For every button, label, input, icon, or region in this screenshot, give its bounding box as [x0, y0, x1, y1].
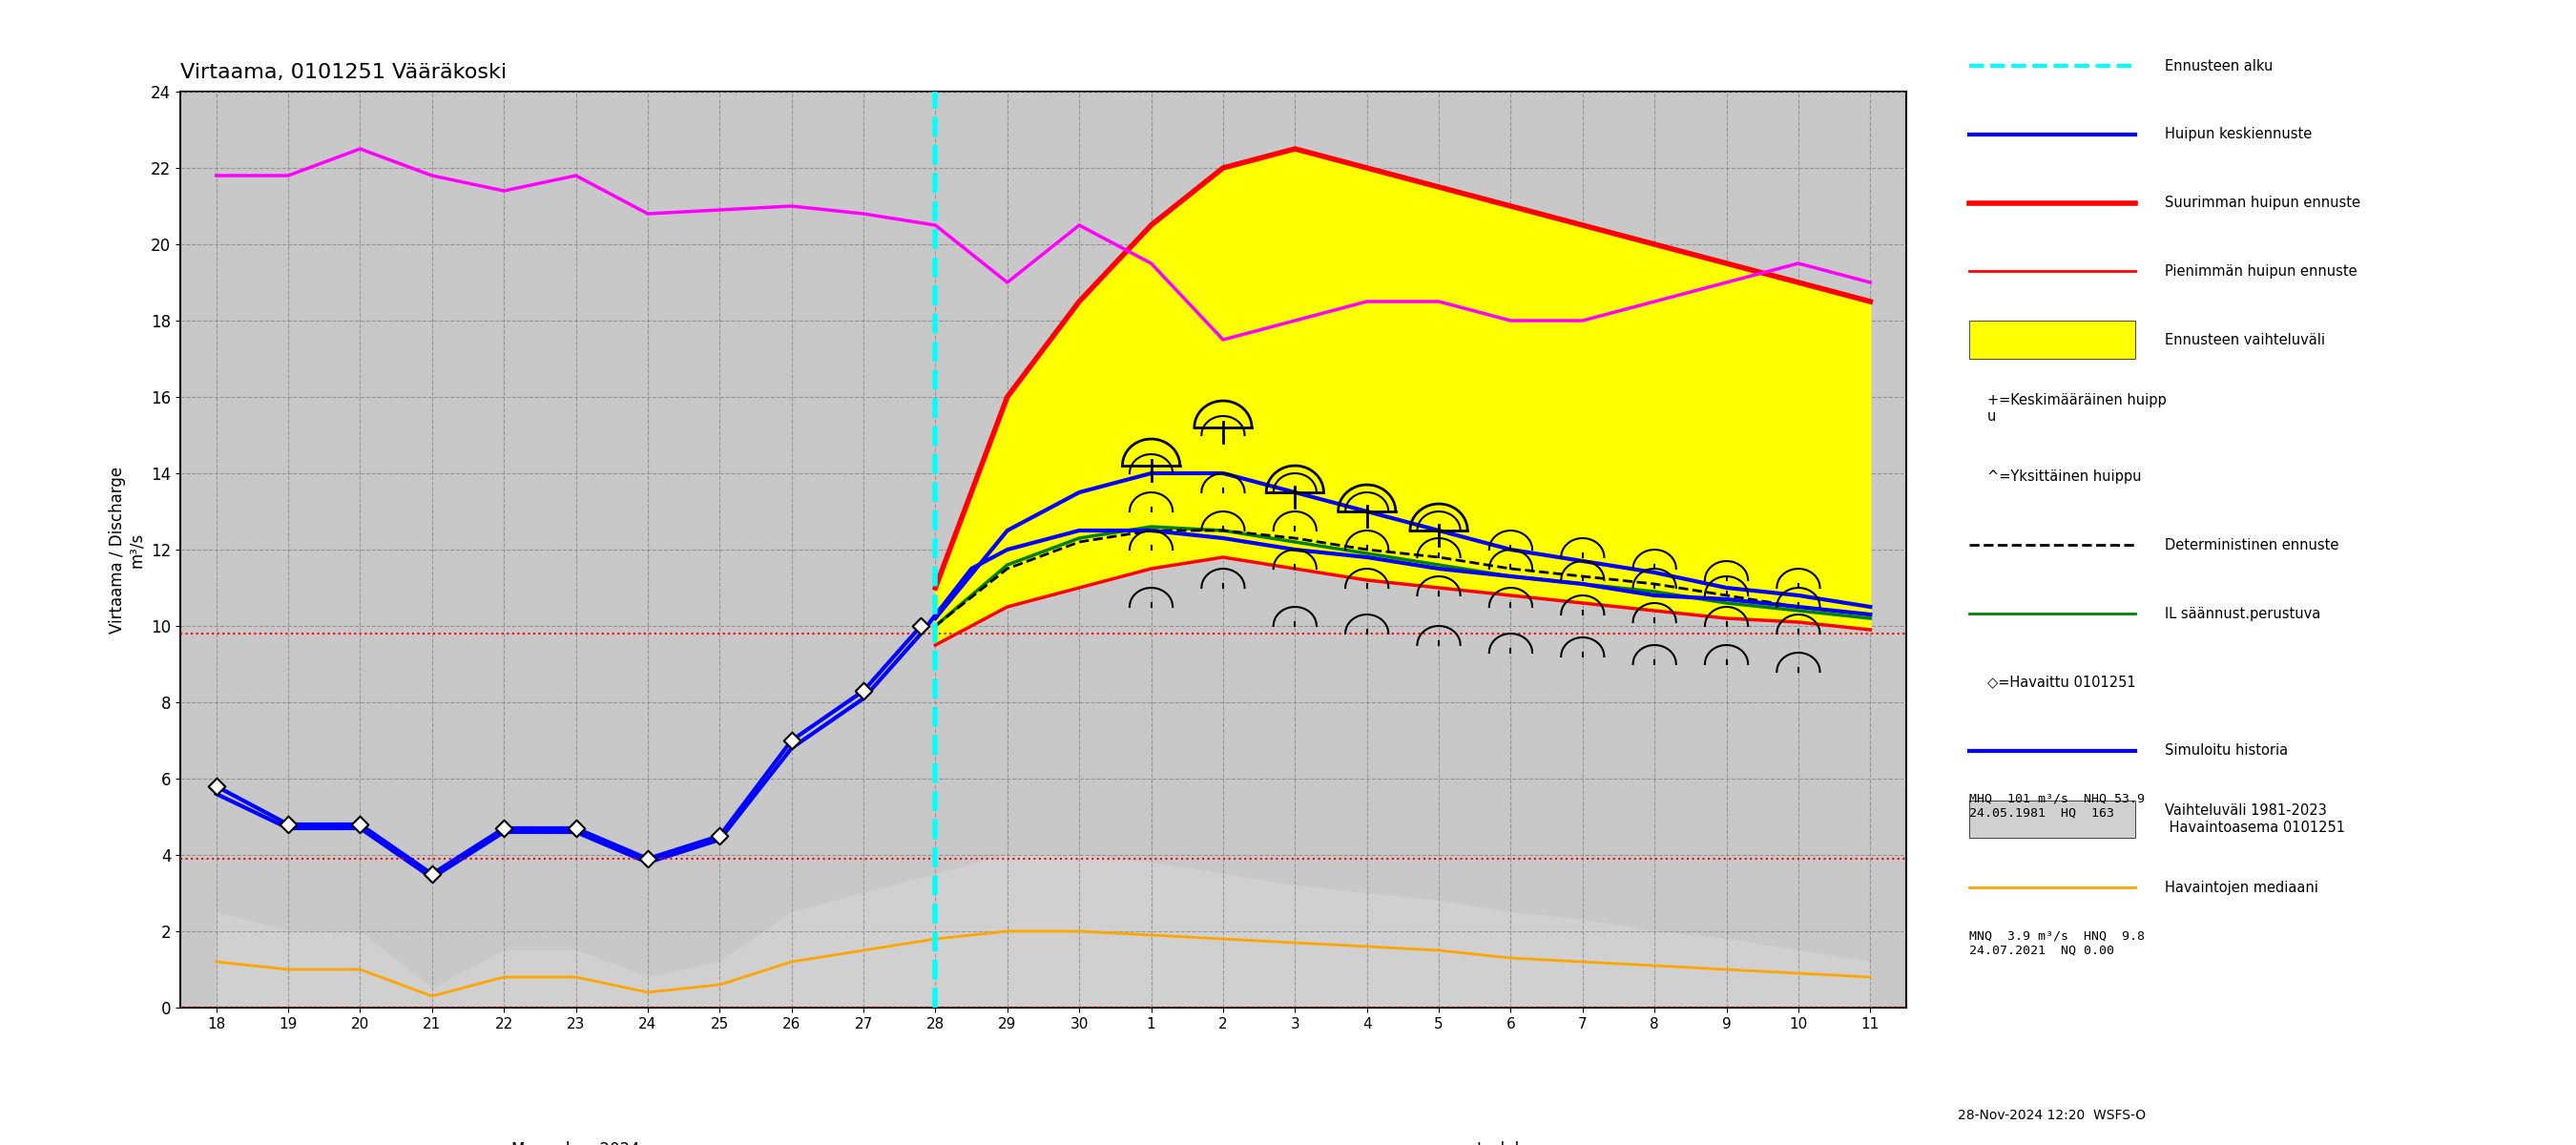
- Point: [412, 864, 453, 883]
- FancyBboxPatch shape: [1971, 321, 2136, 358]
- Text: Marraskuu 2024: Marraskuu 2024: [513, 1142, 639, 1145]
- Point: [196, 777, 237, 796]
- Point: [626, 850, 667, 868]
- FancyBboxPatch shape: [1971, 800, 2136, 838]
- Point: [770, 732, 811, 750]
- Point: [842, 681, 884, 700]
- Text: +=Keskimääräinen huipp
u: +=Keskimääräinen huipp u: [1989, 393, 2166, 424]
- Text: Huipun keskiennuste: Huipun keskiennuste: [2164, 127, 2313, 142]
- Point: [698, 827, 739, 845]
- Text: Virtaama, 0101251 Vääräkoski: Virtaama, 0101251 Vääräkoski: [180, 63, 507, 82]
- Point: [484, 819, 526, 837]
- Text: Simuloitu historia: Simuloitu historia: [2164, 743, 2287, 758]
- Point: [268, 815, 309, 834]
- Text: MHQ  101 m³/s  NHQ 53.9
24.05.1981  HQ  163: MHQ 101 m³/s NHQ 53.9 24.05.1981 HQ 163: [1971, 792, 2146, 820]
- Point: [902, 617, 943, 635]
- Text: MNQ  3.9 m³/s  HNQ  9.8
24.07.2021  NQ 0.00: MNQ 3.9 m³/s HNQ 9.8 24.07.2021 NQ 0.00: [1971, 930, 2146, 956]
- Text: ◇=Havaittu 0101251: ◇=Havaittu 0101251: [1989, 676, 2136, 689]
- Text: Pienimmän huipun ennuste: Pienimmän huipun ennuste: [2164, 264, 2357, 278]
- Text: Joulukuu: Joulukuu: [1476, 1142, 1546, 1145]
- Text: ^=Yksittäinen huippu: ^=Yksittäinen huippu: [1989, 469, 2141, 484]
- Text: Havaintojen mediaani: Havaintojen mediaani: [2164, 881, 2318, 894]
- Text: Ennusteen vaihteluväli: Ennusteen vaihteluväli: [2164, 333, 2326, 347]
- Text: Ennusteen alku: Ennusteen alku: [2164, 58, 2272, 73]
- Text: Vaihteluväli 1981-2023
 Havaintoasema 0101251: Vaihteluväli 1981-2023 Havaintoasema 010…: [2164, 804, 2344, 835]
- Point: [340, 815, 381, 834]
- Point: [556, 819, 598, 837]
- Text: Suurimman huipun ennuste: Suurimman huipun ennuste: [2164, 196, 2360, 210]
- Text: Deterministinen ennuste: Deterministinen ennuste: [2164, 538, 2339, 552]
- Text: IL säännust.perustuva: IL säännust.perustuva: [2164, 607, 2321, 621]
- Text: 28-Nov-2024 12:20  WSFS-O: 28-Nov-2024 12:20 WSFS-O: [1958, 1108, 2146, 1122]
- Y-axis label: Virtaama / Discharge
m³/s: Virtaama / Discharge m³/s: [108, 466, 144, 633]
